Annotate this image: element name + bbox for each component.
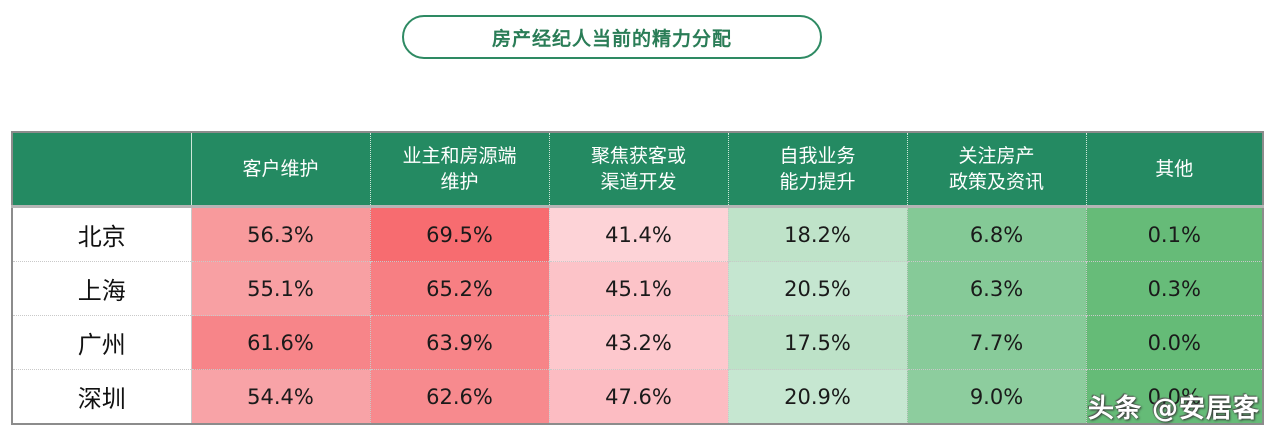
column-header: 聚焦获客或 渠道开发 xyxy=(548,132,728,208)
value-cell: 20.9% xyxy=(727,369,907,424)
column-header: 关注房产 政策及资讯 xyxy=(906,132,1086,208)
column-header-line: 关注房产 xyxy=(958,145,1035,167)
corner-cell xyxy=(12,132,191,208)
value-cell: 0.0% xyxy=(1085,315,1263,370)
column-header-line: 维护 xyxy=(440,171,479,193)
column-header-line: 其他 xyxy=(1155,158,1194,180)
header-row: 客户维护 业主和房源端 维护 聚焦获客或 渠道开发 自我业务 能力提升 关注房产 政策及资讯 其他 xyxy=(12,132,1263,208)
column-header-line: 聚焦获客或 xyxy=(590,145,686,167)
value-cell: 45.1% xyxy=(548,261,728,316)
value-cell: 47.6% xyxy=(548,369,728,424)
value-cell: 6.3% xyxy=(906,261,1086,316)
heatmap-table: 客户维护 业主和房源端 维护 聚焦获客或 渠道开发 自我业务 能力提升 关注房产 政策及资讯 其他… xyxy=(11,131,1264,425)
column-header-line: 业主和房源端 xyxy=(402,145,517,167)
value-cell: 62.6% xyxy=(369,369,549,424)
column-header-line: 客户维护 xyxy=(242,158,319,180)
value-cell: 17.5% xyxy=(727,315,907,370)
row-label-city: 广州 xyxy=(12,315,191,370)
column-header-line: 能力提升 xyxy=(779,171,856,193)
value-cell: 6.8% xyxy=(906,206,1086,262)
value-cell: 56.3% xyxy=(190,206,370,262)
table-row: 北京 56.3% 69.5% 41.4% 18.2% 6.8% 0.1% xyxy=(12,206,1263,262)
value-cell: 20.5% xyxy=(727,261,907,316)
table-row: 广州 61.6% 63.9% 43.2% 17.5% 7.7% 0.0% xyxy=(12,315,1263,370)
value-cell: 18.2% xyxy=(727,206,907,262)
column-header-line: 渠道开发 xyxy=(600,171,677,193)
value-cell: 61.6% xyxy=(190,315,370,370)
watermark: 头条 @安居客 xyxy=(1087,394,1260,424)
value-cell: 0.1% xyxy=(1085,206,1263,262)
value-cell: 65.2% xyxy=(369,261,549,316)
table-row: 深圳 54.4% 62.6% 47.6% 20.9% 9.0% 0.0% xyxy=(12,369,1263,424)
column-header-line: 自我业务 xyxy=(779,145,856,167)
column-header: 业主和房源端 维护 xyxy=(369,132,549,208)
value-cell: 0.0% xyxy=(1085,369,1263,424)
value-cell: 7.7% xyxy=(906,315,1086,370)
value-cell: 0.3% xyxy=(1085,261,1263,316)
value-cell: 9.0% xyxy=(906,369,1086,424)
value-cell: 43.2% xyxy=(548,315,728,370)
value-cell: 63.9% xyxy=(369,315,549,370)
chart-title: 房产经纪人当前的精力分配 xyxy=(402,15,822,59)
column-header: 其他 xyxy=(1085,132,1263,208)
row-label-city: 北京 xyxy=(12,206,191,262)
table-body: 北京 56.3% 69.5% 41.4% 18.2% 6.8% 0.1% 上海 55.1% 65.… xyxy=(12,206,1263,424)
value-cell: 55.1% xyxy=(190,261,370,316)
row-label-city: 上海 xyxy=(12,261,191,316)
column-header: 自我业务 能力提升 xyxy=(727,132,907,208)
value-cell: 69.5% xyxy=(369,206,549,262)
value-cell: 54.4% xyxy=(190,369,370,424)
row-label-city: 深圳 xyxy=(12,369,191,424)
column-header: 客户维护 xyxy=(190,132,370,208)
column-header-line: 政策及资讯 xyxy=(948,171,1044,193)
value-cell: 41.4% xyxy=(548,206,728,262)
table-row: 上海 55.1% 65.2% 45.1% 20.5% 6.3% 0.3% xyxy=(12,261,1263,316)
